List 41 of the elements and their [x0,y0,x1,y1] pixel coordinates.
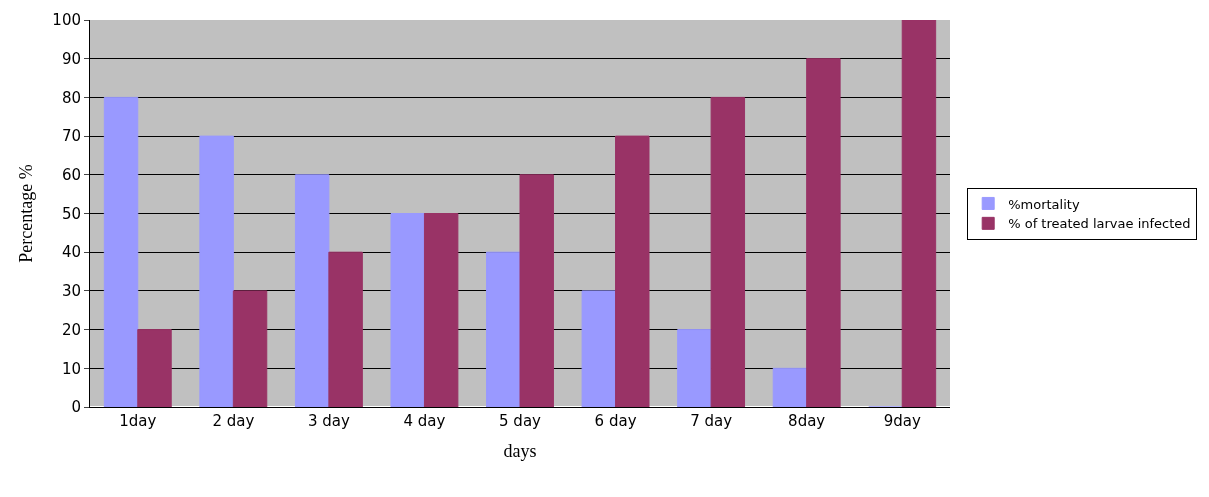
x-tick-label: 9day [883,412,921,430]
y-tick-label: 100 [52,11,81,30]
x-tick-label: 6 day [594,412,637,430]
y-tick-label: 40 [61,243,81,262]
bar [581,290,617,407]
legend-label: %mortality [1008,196,1080,212]
y-axis-title: Percentage % [15,164,36,263]
y-tick-label: 30 [61,282,81,301]
y-tick-label: 60 [61,166,81,185]
bar [232,290,268,407]
x-tick-label: 4 day [403,412,446,430]
x-tick-label: 3 day [307,412,350,430]
bar [901,20,937,407]
legend-label: % of treated larvae infected [1008,216,1191,232]
bar [615,135,650,407]
bar [294,174,330,407]
bar [806,58,841,407]
y-tick-label: 10 [61,359,81,378]
bar [423,213,459,407]
y-tick-label: 20 [61,320,81,339]
bar [199,135,234,407]
bar [390,213,425,407]
x-tick-label: 2 day [212,412,255,430]
x-tick-label: 7 day [690,412,733,430]
y-tick-label: 90 [61,49,81,68]
bar [710,96,746,407]
bar [677,329,712,407]
bar [137,329,172,407]
bar [328,251,363,407]
y-tick-label: 70 [61,127,81,146]
bar [486,251,521,407]
x-tick-label: 8day [788,412,826,430]
y-tick-label: 0 [71,398,81,417]
bar [103,96,139,407]
x-tick-label: 5 day [499,412,542,430]
y-tick-label: 80 [61,88,81,107]
y-tick-label: 50 [61,204,81,223]
x-tick-label: 1day [119,412,157,430]
x-axis-title: days [503,441,537,462]
bar [519,174,554,407]
bar [772,367,808,407]
